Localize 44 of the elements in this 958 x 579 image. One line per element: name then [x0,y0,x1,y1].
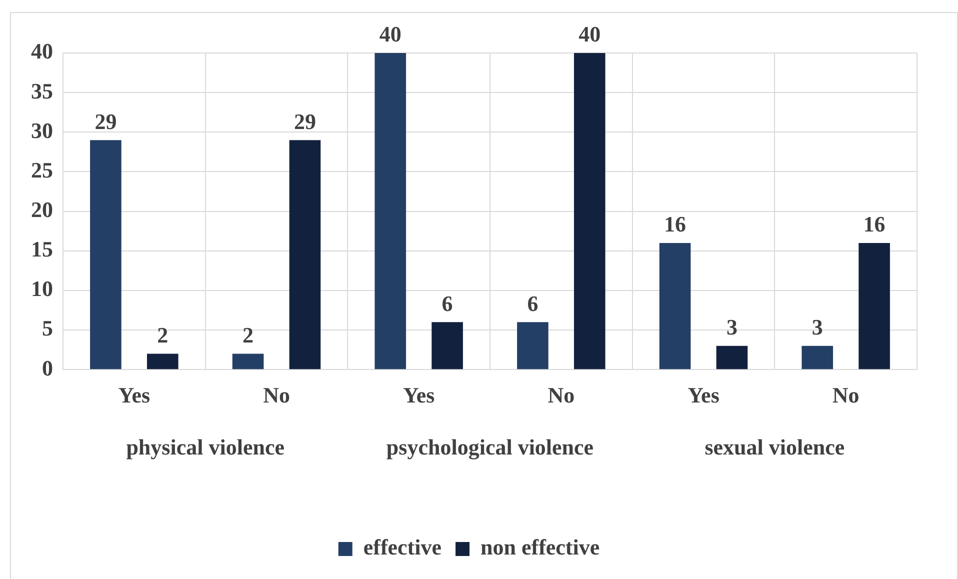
bar [517,322,548,370]
data-label: 16 [863,212,886,237]
y-tick-label: 30 [31,118,53,143]
data-label: 3 [726,314,738,340]
data-label: 3 [812,314,823,340]
text: physical violence [126,434,285,460]
y-tick-label: 0 [42,355,53,380]
bar [374,53,406,370]
data-label: 29 [294,108,316,134]
legend-label: effective [363,534,442,560]
x-tick-label: Yes [688,382,720,408]
y-tick-label: 25 [31,157,53,182]
text: psychological violence [386,434,594,460]
bar [289,140,321,370]
bar [232,354,264,370]
data-label: 16 [664,212,686,237]
bar [659,242,691,370]
y-tick-label: 40 [31,38,53,64]
x-tick-label: Yes [118,382,150,408]
bar [432,322,463,370]
bar [802,346,834,370]
data-label: 2 [242,322,254,348]
x-tick-label: No [548,382,575,408]
y-tick-label: 10 [31,276,53,302]
data-label: 40 [379,22,402,47]
bar [716,346,748,370]
text: sexual violence [704,434,845,460]
data-label: 6 [442,290,453,316]
data-label: 2 [157,322,168,348]
data-label: 40 [578,22,601,47]
bar [858,242,890,370]
y-tick-label: 5 [42,316,53,341]
bar [146,354,178,370]
data-label: 6 [527,290,538,316]
y-tick-label: 35 [31,78,53,104]
x-tick-label: Yes [402,382,436,408]
data-label: 29 [94,108,117,134]
y-tick-label: 20 [31,196,53,222]
y-tick-label: 15 [31,236,53,262]
legend-label: non effective [480,534,600,560]
x-tick-label: No [263,382,290,408]
bar [90,140,122,370]
bar [574,53,606,370]
x-tick-label: No [832,382,860,408]
